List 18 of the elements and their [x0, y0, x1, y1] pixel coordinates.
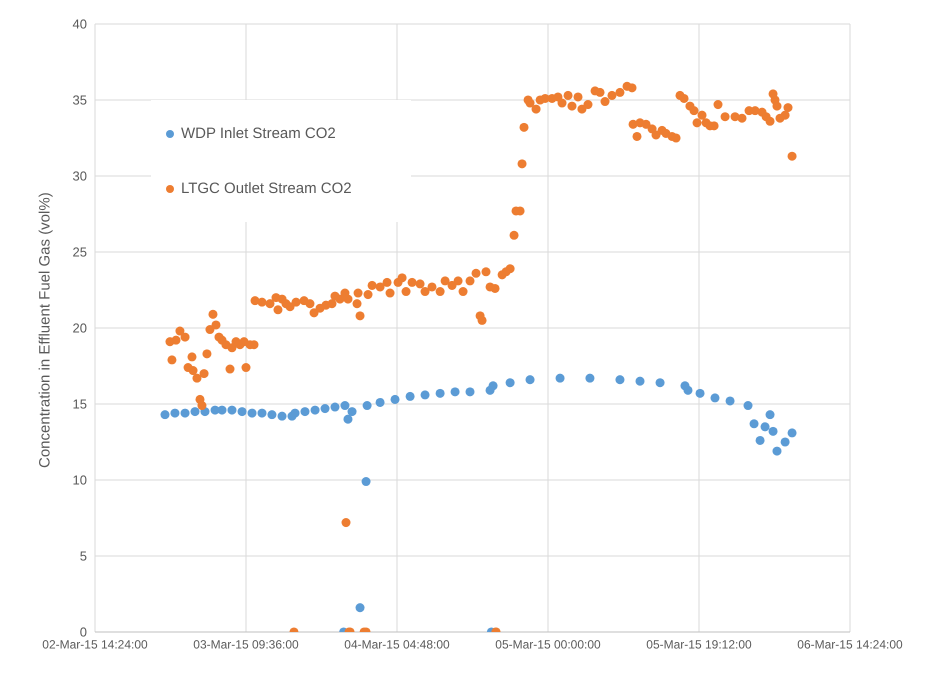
x-tick-label: 04-Mar-15 04:48:00 — [344, 638, 450, 652]
y-tick-label: 30 — [72, 168, 87, 184]
y-tick-label: 20 — [72, 320, 87, 336]
legend-label: LTGC Outlet Stream CO2 — [181, 180, 352, 197]
y-tick-label: 5 — [80, 548, 87, 564]
y-tick-label: 40 — [72, 16, 87, 32]
y-tick-label: 15 — [72, 396, 87, 412]
x-tick-label: 05-Mar-15 00:00:00 — [495, 638, 602, 652]
y-tick-label: 10 — [72, 472, 87, 488]
y-tick-label: 25 — [72, 244, 87, 260]
x-tick-label: 06-Mar-15 14:24:00 — [797, 638, 904, 652]
x-tick-label: 02-Mar-15 14:24:00 — [42, 638, 148, 652]
y-axis-title: Concentration in Effluent Fuel Gas (vol%) — [36, 192, 54, 468]
x-tick-label: 05-Mar-15 19:12:00 — [646, 638, 752, 652]
y-tick-label: 35 — [72, 92, 87, 108]
x-tick-label: 03-Mar-15 09:36:00 — [193, 638, 300, 652]
y-tick-label: 0 — [80, 624, 87, 640]
legend-label: WDP Inlet Stream CO2 — [181, 125, 336, 142]
